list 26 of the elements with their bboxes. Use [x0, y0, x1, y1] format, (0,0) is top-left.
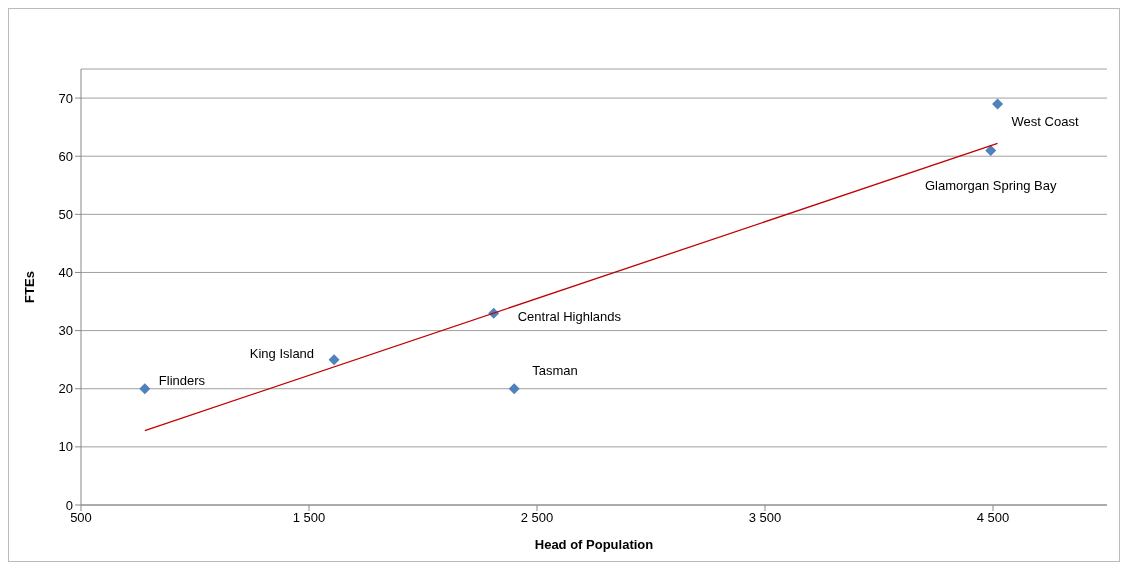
x-tick-label: 3 500 [748, 510, 782, 526]
point [985, 144, 997, 156]
y-tick-label: 0 [65, 497, 73, 513]
point [328, 354, 340, 366]
annotation: West Coast [1011, 113, 1079, 129]
y-tick-label: 70 [58, 90, 73, 106]
x-tick-label: 4 500 [976, 510, 1010, 526]
x-tick-label: 1 500 [292, 510, 326, 526]
y-axis-title: FTEs [21, 271, 37, 303]
y-tick-label: 50 [58, 206, 73, 222]
annotation: Flinders [158, 372, 206, 388]
y-tick-label: 30 [58, 323, 73, 339]
y-tick-label: 40 [58, 265, 73, 281]
annotation: Central Highlands [517, 309, 622, 325]
y-tick-label: 10 [58, 439, 73, 455]
x-axis-title: Head of Population [534, 537, 654, 552]
point [139, 383, 151, 395]
x-tick-label: 2 500 [520, 510, 554, 526]
annotation: Tasman [532, 362, 578, 378]
y-tick-label: 60 [58, 148, 73, 164]
point [508, 383, 520, 395]
y-tick-label: 20 [58, 381, 73, 397]
point [992, 98, 1004, 110]
annotation: Glamorgan Spring Bay [924, 178, 1057, 194]
annotation: King Island [249, 345, 315, 361]
x-tick-label: 500 [70, 510, 92, 526]
